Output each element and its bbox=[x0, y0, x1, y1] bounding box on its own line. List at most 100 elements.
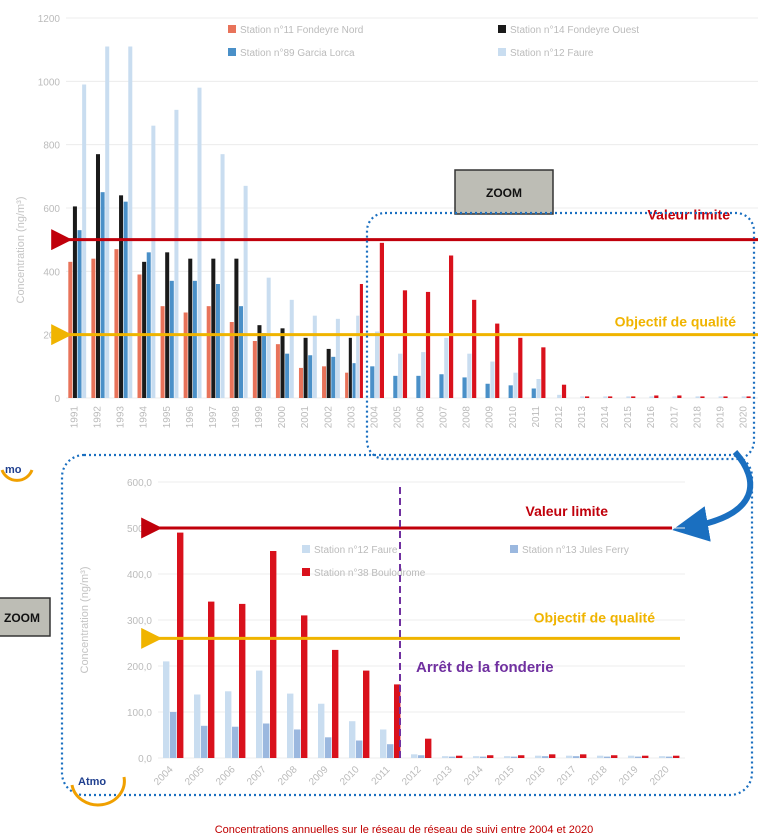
c2-y-tick-label: 0,0 bbox=[138, 754, 152, 765]
c1-bar-station14 bbox=[257, 325, 262, 398]
c1-x-tick-label: 1996 bbox=[185, 406, 196, 429]
c2-bar-station12 bbox=[535, 755, 542, 758]
c1-bar-station38 bbox=[631, 396, 636, 398]
c1-x-tick-label: 1998 bbox=[231, 406, 242, 429]
c1-x-tick-label: 2017 bbox=[669, 406, 680, 429]
c2-x-tick-label: 2010 bbox=[338, 764, 362, 788]
c2-bar-station12 bbox=[194, 694, 201, 758]
c1-bar-station38 bbox=[700, 396, 705, 398]
c1-x-tick-label: 2013 bbox=[577, 406, 588, 429]
c2-bar-station13 bbox=[604, 756, 611, 758]
zoom-region-outline bbox=[365, 211, 756, 461]
c1-bar-station12 bbox=[398, 353, 403, 398]
c1-y-tick-label: 400 bbox=[43, 267, 60, 278]
c2-x-tick-label: 2005 bbox=[183, 764, 207, 788]
zoom-box-left bbox=[0, 597, 51, 637]
top-chart-x-ticks: 1991 1992 1993 1994 1995 1996 1997 1998 1999 2000… bbox=[70, 406, 750, 429]
c1-bar-station14 bbox=[165, 252, 170, 398]
c1-x-tick-label: 2005 bbox=[392, 406, 403, 429]
c1-bar-station14 bbox=[303, 337, 308, 398]
c1-x-tick-label: 2003 bbox=[346, 406, 357, 429]
c1-bar-station12 bbox=[151, 125, 156, 399]
c1-bar-station12 bbox=[626, 396, 631, 398]
atmo-logo-bottom: Atmo bbox=[70, 776, 126, 807]
c1-y-tick-label: 600 bbox=[43, 204, 60, 215]
c1-y-tick-label: 200 bbox=[43, 331, 60, 342]
bottom-chart-legend: Station n°12 Faure Station n°13 Jules Fer… bbox=[302, 545, 629, 579]
c1-x-tick-label: 2012 bbox=[554, 406, 565, 429]
c2-bar-station12 bbox=[566, 755, 573, 758]
c1-bar-station89 bbox=[308, 355, 313, 398]
c1-legend-label: Station n°11 Fondeyre Nord bbox=[240, 25, 363, 36]
c2-bar-station38 bbox=[394, 684, 401, 758]
c1-bar-station12 bbox=[718, 396, 723, 398]
zoom-box-top bbox=[454, 169, 554, 215]
c2-bar-station13 bbox=[294, 729, 301, 758]
c2-x-tick-label: 2012 bbox=[400, 764, 424, 788]
c1-bar-station89 bbox=[77, 230, 82, 398]
c1-bar-station12 bbox=[490, 361, 495, 398]
c2-legend-swatch bbox=[302, 545, 310, 553]
c1-bar-station89 bbox=[331, 356, 336, 398]
c1-legend-swatch bbox=[498, 48, 506, 56]
c2-bar-station38 bbox=[425, 738, 432, 758]
c2-ref-label: Valeur limite bbox=[526, 503, 609, 519]
c1-bar-station12 bbox=[128, 46, 133, 398]
bottom-chart-reference-lines: Valeur limite Objectif de qualité bbox=[141, 503, 680, 649]
c2-bar-station38 bbox=[487, 755, 494, 758]
c2-bar-station13 bbox=[201, 725, 208, 758]
bottom-chart-bars bbox=[163, 532, 680, 758]
c2-bar-station13 bbox=[480, 756, 487, 758]
c1-legend-swatch bbox=[498, 25, 506, 33]
c1-bar-station14 bbox=[234, 258, 239, 398]
c2-bar-station13 bbox=[263, 723, 270, 758]
c1-bar-station12 bbox=[220, 154, 225, 398]
c2-x-tick-label: 2013 bbox=[431, 764, 455, 788]
c2-x-tick-label: 2019 bbox=[617, 764, 641, 788]
c2-legend-swatch bbox=[510, 545, 518, 553]
c1-bar-station14 bbox=[280, 328, 285, 398]
c1-bar-station89 bbox=[285, 353, 290, 398]
c2-bar-station12 bbox=[318, 703, 325, 758]
c1-x-tick-label: 2011 bbox=[531, 406, 542, 428]
c2-y-tick-label: 100,0 bbox=[127, 708, 152, 719]
c1-bar-station12 bbox=[741, 396, 746, 398]
c2-x-tick-label: 2015 bbox=[493, 764, 517, 788]
c2-bar-station12 bbox=[349, 721, 356, 758]
c1-bar-station12 bbox=[580, 396, 585, 398]
c1-bar-station14 bbox=[142, 261, 147, 398]
c1-bar-station89 bbox=[416, 375, 421, 398]
c1-x-tick-label: 2020 bbox=[738, 406, 749, 429]
c2-ref-label: Objectif de qualité bbox=[534, 609, 656, 625]
c1-bar-station38 bbox=[449, 255, 454, 398]
c2-bar-station12 bbox=[442, 756, 449, 758]
c1-bar-station89 bbox=[262, 333, 267, 398]
c1-bar-station38 bbox=[495, 323, 500, 398]
c1-x-tick-label: 2004 bbox=[369, 406, 380, 429]
c1-bar-station12 bbox=[421, 352, 426, 398]
c2-bar-station12 bbox=[256, 670, 263, 758]
c1-bar-station12 bbox=[695, 396, 700, 398]
c1-bar-station12 bbox=[266, 277, 271, 398]
c1-bar-station14 bbox=[211, 258, 216, 398]
bottom-chart-x-ticks: 2004 2005 2006 2007 2008 2009 2010 2011 2012 2013… bbox=[152, 764, 672, 788]
c2-bar-station13 bbox=[542, 756, 549, 758]
c1-bar-station12 bbox=[603, 396, 608, 398]
c2-bar-station13 bbox=[666, 756, 673, 758]
c1-bar-station38 bbox=[425, 291, 431, 398]
c1-x-tick-label: 2008 bbox=[462, 406, 473, 429]
c1-bar-station11 bbox=[229, 322, 234, 398]
c1-bar-station89 bbox=[239, 306, 244, 398]
c2-bar-station38 bbox=[673, 755, 680, 758]
c1-bar-station89 bbox=[439, 374, 444, 398]
c2-bar-station13 bbox=[635, 756, 642, 758]
c2-y-tick-label: 200,0 bbox=[127, 662, 152, 673]
c2-x-tick-label: 2004 bbox=[152, 764, 176, 788]
c1-bar-station12 bbox=[649, 396, 654, 398]
c1-bar-station89 bbox=[485, 383, 490, 398]
c2-bar-station38 bbox=[270, 551, 277, 758]
c1-ref-label: Valeur limite bbox=[648, 207, 731, 223]
c1-bar-station89 bbox=[169, 280, 174, 398]
c1-bar-station89 bbox=[100, 192, 105, 398]
